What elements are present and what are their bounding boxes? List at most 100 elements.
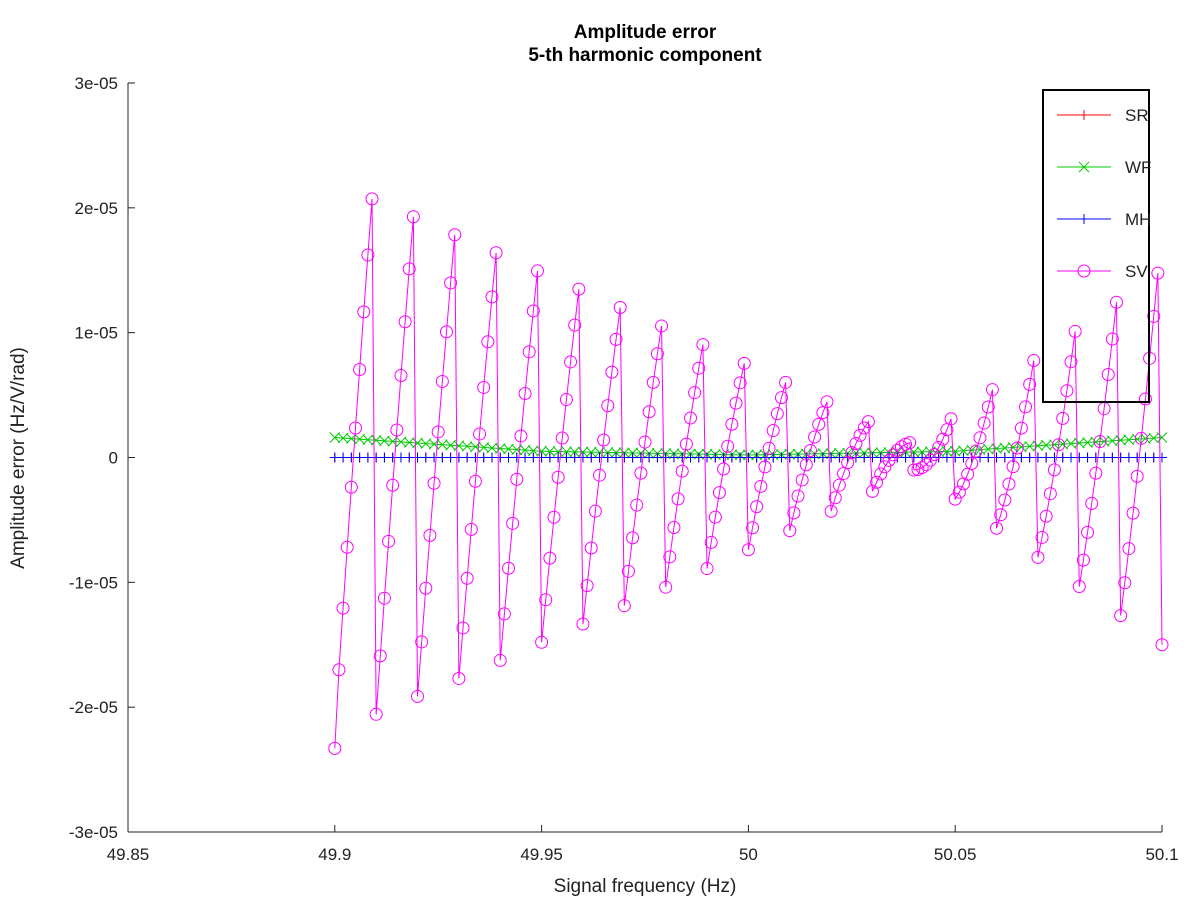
- marker-circle: [783, 524, 797, 538]
- data-point: [329, 432, 341, 443]
- data-point: [370, 434, 382, 446]
- marker-circle: [522, 345, 536, 359]
- marker-stroke: [503, 443, 514, 455]
- data-point: [948, 492, 962, 506]
- data-point: [936, 432, 950, 446]
- data-point: [539, 593, 553, 607]
- marker-circle: [369, 707, 383, 721]
- data-point: [878, 460, 892, 474]
- marker-circle: [526, 304, 540, 318]
- plot-series: [328, 192, 1169, 755]
- marker-stroke: [395, 436, 407, 448]
- marker-circle: [473, 427, 487, 441]
- data-point: [543, 551, 557, 565]
- data-point: [588, 504, 602, 518]
- data-point: [991, 443, 1002, 454]
- marker-circle: [588, 504, 602, 518]
- marker-circle: [564, 355, 578, 369]
- data-point: [1156, 432, 1168, 443]
- marker-circle: [1047, 463, 1061, 477]
- marker-circle: [1068, 324, 1082, 338]
- marker-circle: [1122, 542, 1136, 556]
- marker-circle: [1064, 355, 1078, 369]
- data-point: [1148, 432, 1160, 444]
- data-point: [994, 508, 1008, 522]
- data-point: [1010, 441, 1024, 455]
- series-mh: [329, 452, 1167, 463]
- marker-circle: [787, 506, 801, 520]
- marker-stroke: [379, 435, 390, 447]
- marker-stroke: [461, 440, 473, 452]
- data-point: [692, 361, 706, 375]
- data-point: [1093, 435, 1107, 449]
- marker-circle: [700, 562, 714, 576]
- data-point: [561, 446, 572, 458]
- data-point: [617, 599, 631, 613]
- marker-circle: [721, 439, 735, 453]
- marker-circle: [948, 492, 962, 506]
- marker-circle: [1151, 266, 1165, 280]
- data-point: [675, 464, 689, 478]
- data-point: [602, 447, 614, 458]
- marker-circle: [1031, 550, 1045, 564]
- marker-circle: [613, 300, 627, 314]
- marker-stroke: [1140, 433, 1151, 444]
- data-point: [478, 442, 490, 453]
- marker-circle: [853, 428, 867, 442]
- data-point: [915, 461, 929, 475]
- marker-circle: [1118, 576, 1132, 590]
- data-point: [580, 579, 594, 593]
- marker-circle: [584, 541, 598, 555]
- x-tick-label: 49.9: [318, 845, 351, 864]
- marker-stroke: [1131, 433, 1143, 445]
- marker-stroke: [1148, 432, 1160, 444]
- y-tick-label: 2e-05: [75, 199, 118, 218]
- data-point: [750, 500, 764, 514]
- data-point: [572, 282, 586, 296]
- data-point: [824, 504, 838, 518]
- marker-stroke: [420, 438, 432, 449]
- data-point: [708, 510, 722, 524]
- data-point: [774, 391, 788, 405]
- data-point: [688, 386, 702, 400]
- marker-circle: [779, 375, 793, 389]
- legend: SR WF MH SV: [1042, 89, 1151, 403]
- marker-circle: [952, 485, 966, 499]
- marker-circle: [386, 478, 400, 492]
- data-point: [626, 531, 640, 545]
- data-point: [1118, 576, 1132, 590]
- data-point: [510, 472, 524, 486]
- data-point: [1115, 434, 1126, 446]
- data-point: [634, 466, 648, 480]
- data-point: [1052, 438, 1066, 452]
- marker-circle: [348, 421, 362, 435]
- marker-circle: [559, 393, 573, 407]
- data-point: [493, 653, 507, 667]
- data-point: [1082, 437, 1093, 448]
- data-point: [729, 396, 743, 410]
- data-point: [890, 443, 904, 457]
- marker-circle: [774, 391, 788, 405]
- data-point: [1014, 421, 1028, 435]
- marker-circle: [770, 407, 784, 421]
- data-point: [1105, 332, 1119, 346]
- data-point: [497, 607, 511, 621]
- data-point: [420, 438, 432, 449]
- marker-circle: [530, 264, 544, 278]
- marker-circle: [985, 383, 999, 397]
- marker-circle: [758, 460, 772, 474]
- data-point: [1123, 434, 1135, 446]
- marker-circle: [535, 635, 549, 649]
- marker-circle: [336, 601, 350, 615]
- legend-label: SR: [1125, 106, 1149, 125]
- marker-circle: [655, 319, 669, 333]
- data-point: [733, 376, 747, 390]
- marker-circle: [1035, 530, 1049, 544]
- marker-circle: [737, 356, 751, 370]
- marker-circle: [977, 416, 991, 430]
- legend-box: [1042, 89, 1150, 403]
- marker-stroke: [1024, 440, 1036, 452]
- marker-circle: [919, 458, 933, 472]
- data-point: [1126, 506, 1140, 520]
- marker-circle: [419, 581, 433, 595]
